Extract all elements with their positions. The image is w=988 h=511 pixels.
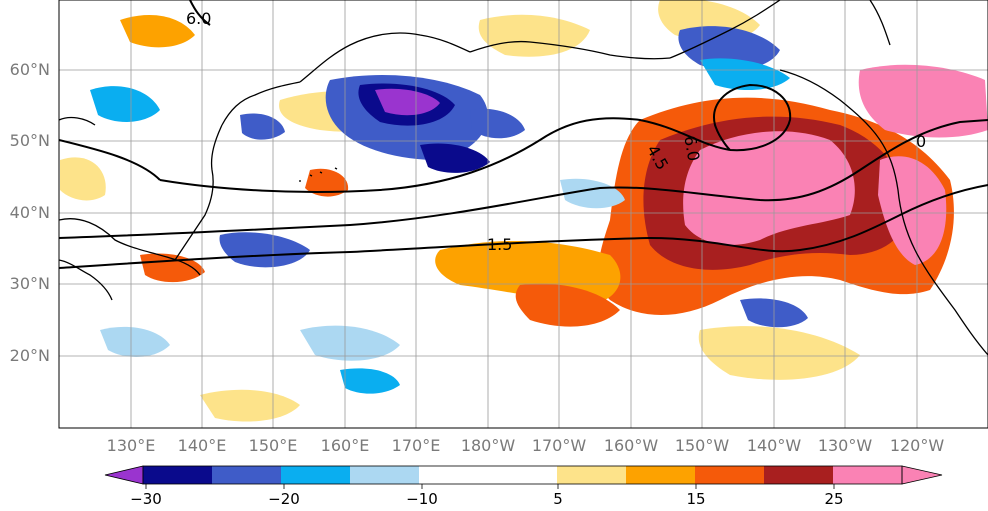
lon-label-170e: 170°E xyxy=(391,436,441,455)
contours xyxy=(59,0,988,269)
colorbar-segment xyxy=(281,466,350,484)
colorbar-segment xyxy=(350,466,419,484)
lon-label-150e: 150°E xyxy=(248,436,298,455)
lat-label-20n: 20°N xyxy=(9,346,50,365)
contour-label-6-0-top: 6.0 xyxy=(186,9,211,28)
colorbar-segment xyxy=(143,466,212,484)
lon-label-140e: 140°E xyxy=(177,436,227,455)
lat-label-60n: 60°N xyxy=(9,60,50,79)
lon-label-130w: 130°W xyxy=(817,436,873,455)
contour-label-6-0-ne: 6.0 xyxy=(680,134,703,162)
map-frame xyxy=(58,0,988,429)
anomaly-shading xyxy=(60,0,988,422)
lon-label-170w: 170°W xyxy=(531,436,587,455)
lat-label-40n: 40°N xyxy=(9,203,50,222)
colorbar-segment xyxy=(419,466,488,484)
colorbar-segment xyxy=(488,466,557,484)
colorbar-tick-label: −30 xyxy=(130,490,162,508)
colorbar-segment xyxy=(764,466,833,484)
lon-label-130e: 130°E xyxy=(106,436,156,455)
colorbar-tick-label: −20 xyxy=(268,490,300,508)
lon-label-160e: 160°E xyxy=(320,436,370,455)
colorbar-segment xyxy=(212,466,281,484)
lon-label-150w: 150°W xyxy=(674,436,730,455)
colorbar-segment xyxy=(626,466,695,484)
colorbar-left-arrow xyxy=(104,465,144,485)
colorbar-segment xyxy=(557,466,626,484)
lon-label-180w: 180°W xyxy=(460,436,516,455)
contour-label-1-5: 1.5 xyxy=(487,235,512,254)
colorbar-tick-label: 25 xyxy=(824,490,844,508)
coastlines xyxy=(59,0,988,356)
colorbar-segment xyxy=(695,466,764,484)
colorbar xyxy=(104,465,943,489)
colorbar-segment xyxy=(833,466,902,484)
lon-label-120w: 120°W xyxy=(889,436,945,455)
colorbar-tick-label: 5 xyxy=(553,490,563,508)
graticule xyxy=(59,0,988,428)
colorbar-outline xyxy=(142,465,903,485)
colorbar-tick-label: −10 xyxy=(406,490,438,508)
colorbar-right-arrow xyxy=(901,465,943,485)
lat-label-30n: 30°N xyxy=(9,274,50,293)
colorbar-tick-label: 15 xyxy=(686,490,706,508)
lat-label-50n: 50°N xyxy=(9,131,50,150)
contour-label-0: 0 xyxy=(916,132,926,151)
lon-label-160w: 160°W xyxy=(603,436,659,455)
lon-label-140w: 140°W xyxy=(746,436,802,455)
